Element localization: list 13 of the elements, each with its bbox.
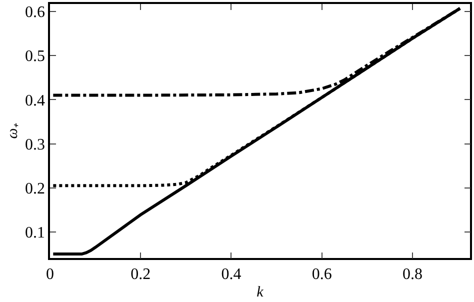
y-tick-label: 0.6: [25, 4, 46, 22]
x-tick-label: 0.4: [221, 266, 242, 283]
x-tick-label: 0.2: [130, 266, 151, 283]
y-tick-label: 0.3: [25, 136, 46, 154]
y-tick-label: 0.5: [25, 48, 46, 66]
y-tick-label: 0.1: [25, 224, 46, 242]
x-tick-label: 0.6: [312, 266, 332, 283]
y-tick-label: 0.2: [25, 180, 46, 198]
x-tick-label: 0: [46, 266, 54, 283]
x-tick-label: 0.8: [402, 266, 422, 283]
x-axis-title: k: [256, 284, 264, 300]
y-axis-title: ω₊: [4, 123, 21, 139]
y-tick-label: 0.4: [25, 92, 46, 110]
